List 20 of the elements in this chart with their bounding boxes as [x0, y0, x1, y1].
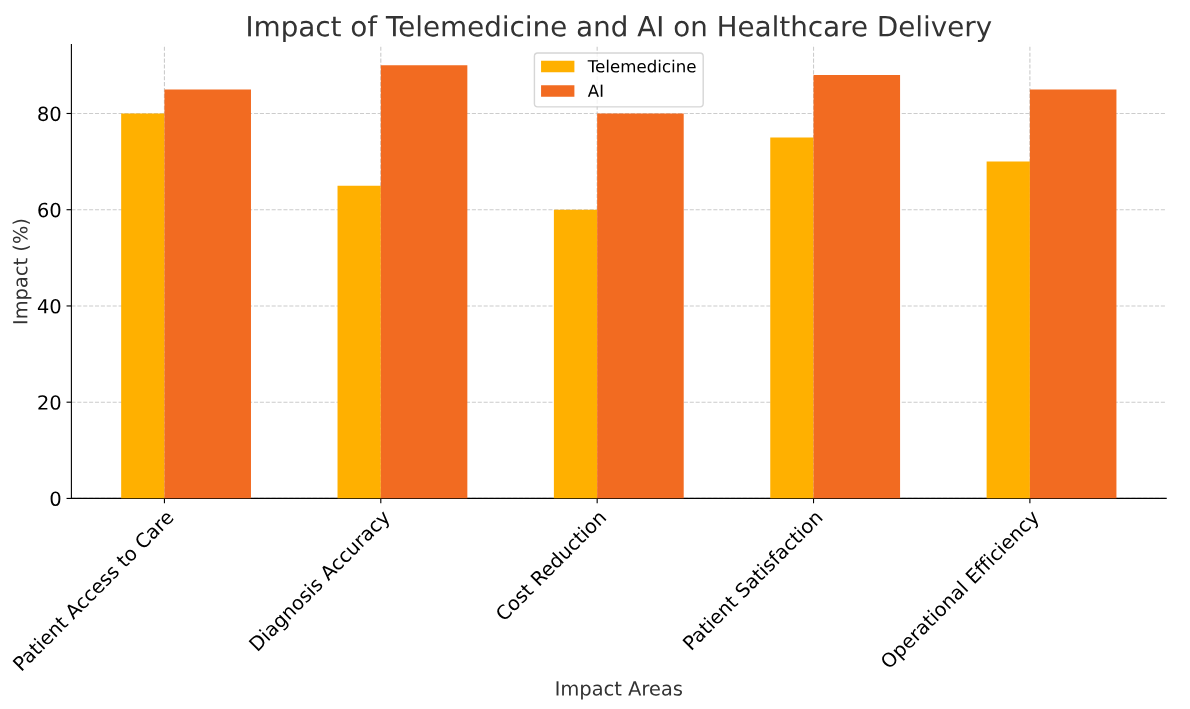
y-tick-label: 40	[37, 298, 61, 314]
legend-label: AI	[587, 84, 603, 97]
bar	[553, 209, 598, 499]
bar	[986, 161, 1030, 499]
bar	[337, 185, 381, 499]
bar	[380, 65, 468, 499]
y-tick-label: 0	[50, 491, 61, 507]
chart-title: Impact of Telemedicine and AI on Healthcare Delivery	[248, 15, 992, 43]
bar	[164, 89, 251, 499]
bar	[813, 74, 901, 499]
x-axis-title: Impact Areas	[556, 681, 682, 700]
y-tick-label: 60	[38, 202, 61, 218]
bar	[1029, 89, 1117, 499]
bar	[121, 113, 165, 499]
y-tick-label: 80	[38, 106, 61, 122]
bar	[770, 137, 814, 499]
legend-label: Telemedicine	[587, 59, 696, 73]
y-axis-title: Impact (%)	[12, 219, 32, 324]
y-tick-label: 20	[38, 395, 61, 410]
bar	[597, 113, 684, 499]
